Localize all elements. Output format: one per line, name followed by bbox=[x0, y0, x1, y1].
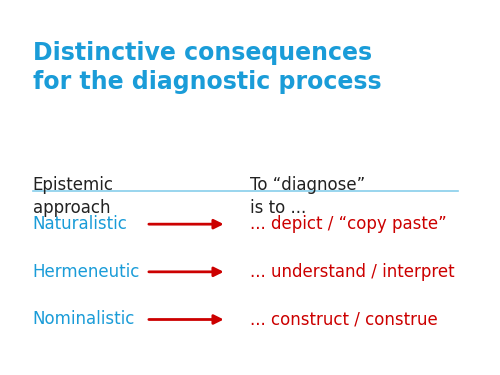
Text: Naturalistic: Naturalistic bbox=[32, 215, 128, 233]
Text: ... depict / “copy paste”: ... depict / “copy paste” bbox=[250, 215, 447, 233]
Text: Distinctive consequences
for the diagnostic process: Distinctive consequences for the diagnos… bbox=[32, 41, 381, 94]
Text: To “diagnose”
is to ...: To “diagnose” is to ... bbox=[250, 177, 366, 217]
Text: ... understand / interpret: ... understand / interpret bbox=[250, 263, 455, 281]
Text: Hermeneutic: Hermeneutic bbox=[32, 263, 140, 281]
Text: Nominalistic: Nominalistic bbox=[32, 310, 135, 328]
Text: Epistemic
approach: Epistemic approach bbox=[32, 177, 114, 217]
Text: ... construct / construe: ... construct / construe bbox=[250, 310, 438, 328]
